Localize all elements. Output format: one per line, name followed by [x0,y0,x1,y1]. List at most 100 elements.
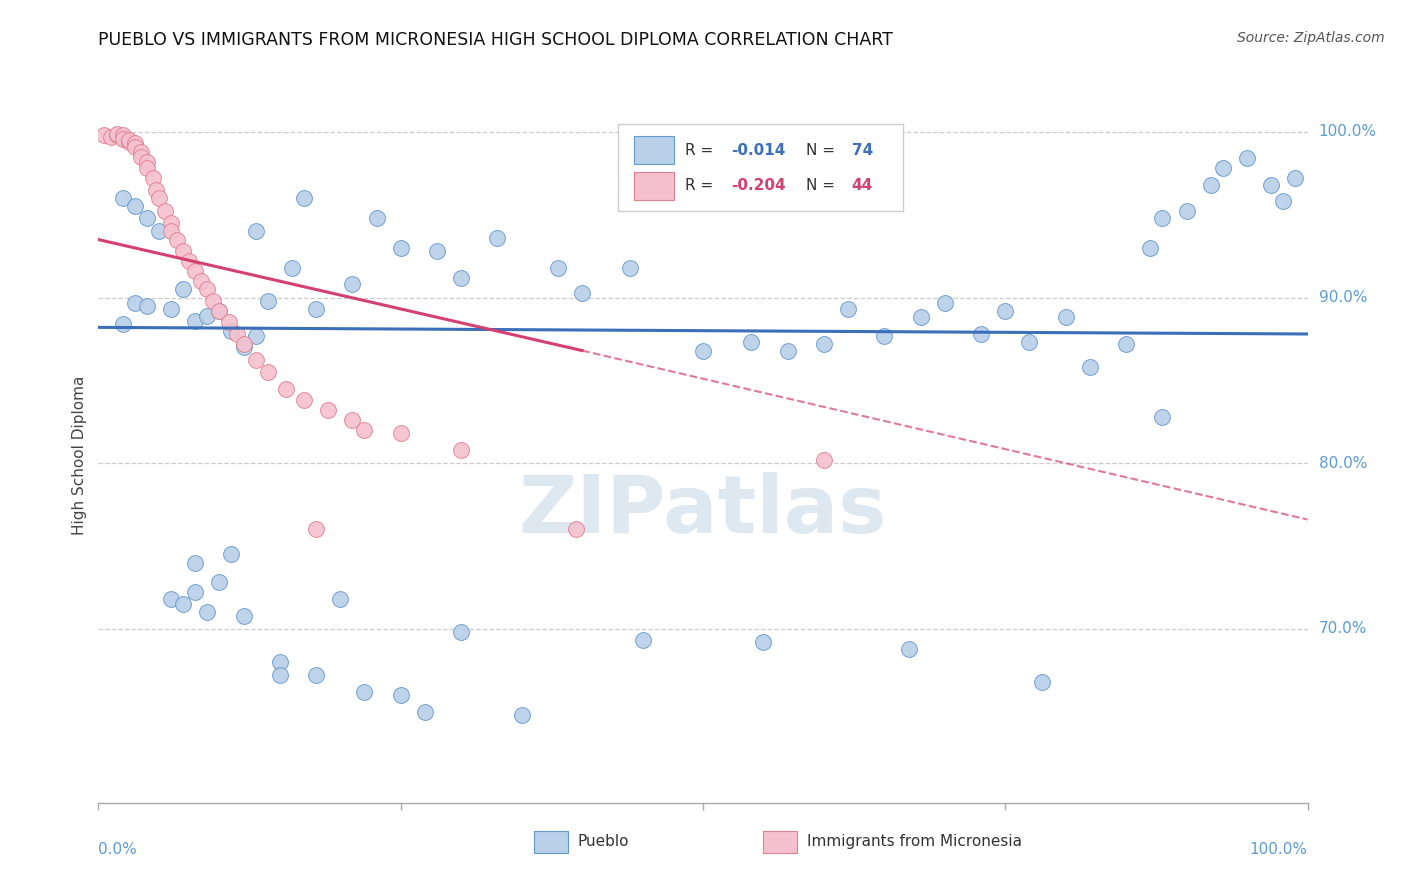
Point [111,191,134,205]
Point [1272,194,1295,209]
Text: 70.0%: 70.0% [1319,622,1367,636]
Point [486,231,509,245]
Point [631,633,654,648]
Text: 90.0%: 90.0% [1319,290,1367,305]
Point [305,302,328,317]
Point [342,413,364,427]
Point [547,260,569,275]
Point [292,191,315,205]
Point [329,592,352,607]
Point [281,260,304,275]
Point [245,328,267,343]
Point [160,224,183,238]
Point [111,128,134,143]
Text: PUEBLO VS IMMIGRANTS FROM MICRONESIA HIGH SCHOOL DIPLOMA CORRELATION CHART: PUEBLO VS IMMIGRANTS FROM MICRONESIA HIG… [98,31,893,49]
FancyBboxPatch shape [634,136,673,164]
Point [269,668,291,682]
Point [221,547,243,561]
Point [292,393,315,408]
Point [118,133,141,147]
Point [105,127,128,141]
Text: 44: 44 [852,178,873,194]
Point [177,254,201,268]
Point [166,233,188,247]
Point [124,295,146,310]
Point [1199,178,1222,192]
Point [208,303,231,318]
Point [232,337,254,351]
Point [111,129,134,144]
Point [256,365,278,379]
Point [218,315,240,329]
Point [510,708,533,723]
FancyBboxPatch shape [763,830,797,853]
Point [208,575,231,590]
Point [450,442,472,457]
Point [353,423,375,437]
Point [129,150,152,164]
Point [413,705,436,719]
Point [837,302,859,317]
Point [752,635,775,649]
Point [776,343,799,358]
Point [232,340,254,354]
Point [970,326,993,341]
Point [172,282,194,296]
Point [1018,335,1040,350]
Text: R =: R = [685,143,718,158]
Point [184,314,207,328]
Point [571,285,593,300]
Point [160,592,183,607]
Point [195,282,218,296]
Point [129,145,152,159]
Point [1139,241,1161,255]
Point [184,264,207,278]
Point [692,343,714,358]
Point [105,128,128,143]
Point [1212,161,1234,176]
Point [565,523,588,537]
Point [124,140,146,154]
Point [389,688,412,702]
Point [118,135,141,149]
Point [135,154,157,169]
Point [202,293,225,308]
Point [172,597,194,611]
Text: Pueblo: Pueblo [578,834,628,849]
Point [619,260,641,275]
Point [124,199,146,213]
Point [873,328,896,343]
Point [226,326,249,341]
Point [190,274,212,288]
Point [740,335,762,350]
FancyBboxPatch shape [619,124,903,211]
FancyBboxPatch shape [534,830,568,853]
Point [1054,310,1077,325]
Point [1175,204,1198,219]
Text: -0.204: -0.204 [731,178,786,194]
Point [195,309,218,323]
Point [1152,211,1174,225]
Point [1260,178,1282,192]
Point [813,453,835,467]
Point [274,382,297,396]
Point [342,277,364,292]
Point [148,191,170,205]
Point [1284,171,1306,186]
Point [160,302,183,317]
Point [897,641,920,656]
Point [1078,360,1101,375]
Text: 80.0%: 80.0% [1319,456,1367,471]
Text: -0.014: -0.014 [731,143,785,158]
Text: 100.0%: 100.0% [1319,124,1376,139]
Point [111,131,134,145]
Point [366,211,388,225]
Point [184,556,207,570]
Point [389,426,412,441]
Point [1152,409,1174,424]
Point [172,244,194,259]
Text: N =: N = [806,178,839,194]
Point [160,216,183,230]
Point [1236,152,1258,166]
Text: 0.0%: 0.0% [98,842,138,856]
